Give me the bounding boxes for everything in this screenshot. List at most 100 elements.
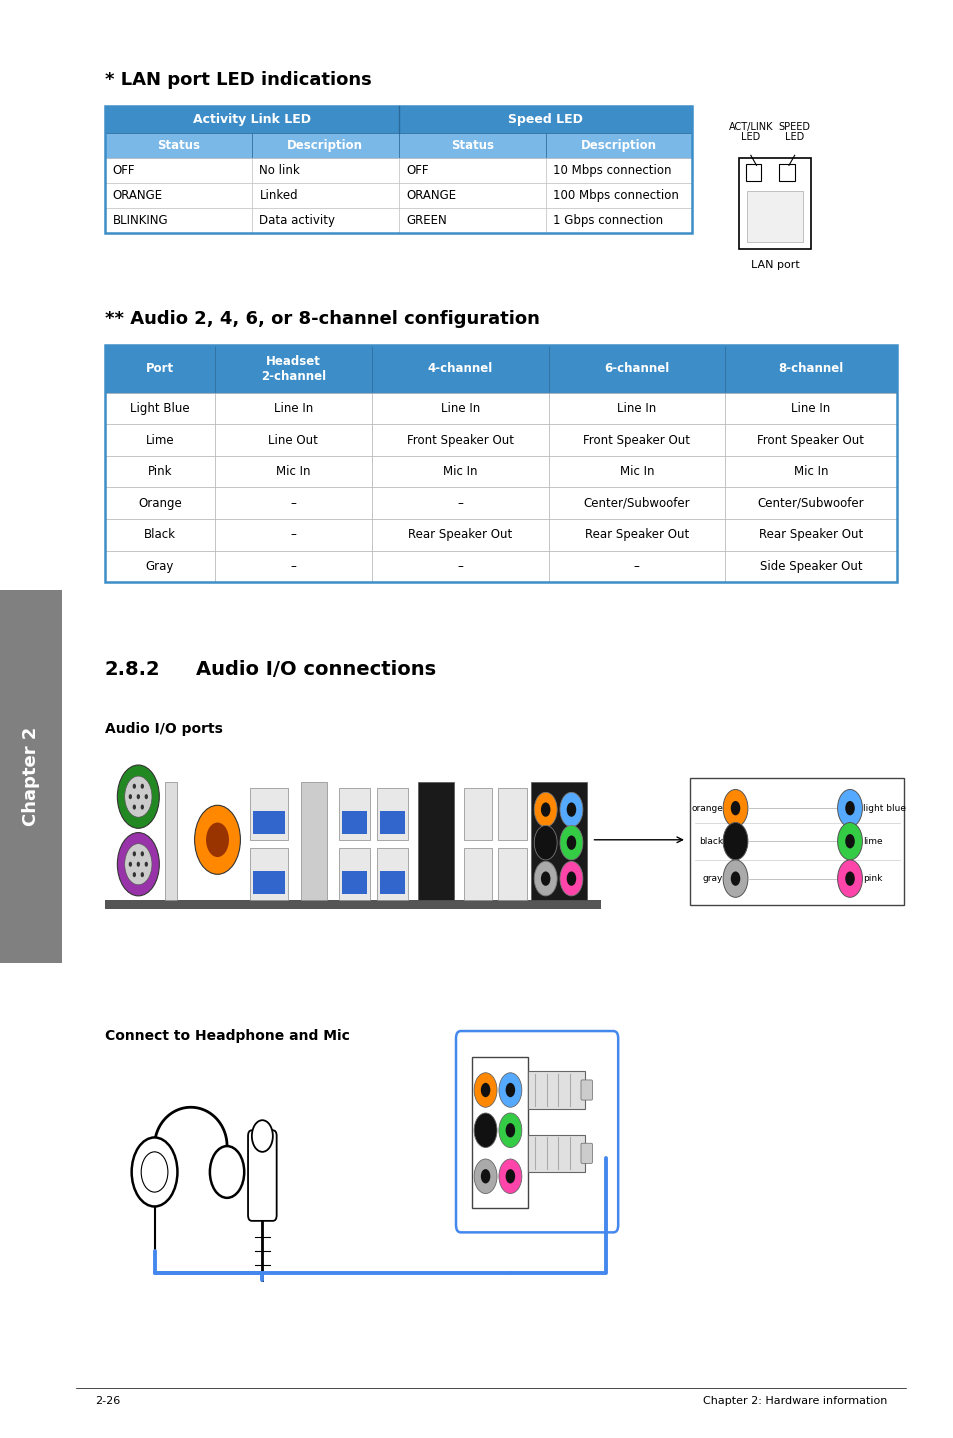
Text: LED: LED (784, 132, 803, 142)
Text: LAN port: LAN port (750, 260, 799, 270)
Text: Mic In: Mic In (442, 464, 477, 479)
Text: No link: No link (259, 164, 300, 177)
FancyBboxPatch shape (105, 393, 214, 424)
Text: Connect to Headphone and Mic: Connect to Headphone and Mic (105, 1028, 350, 1043)
Text: 10 Mbps connection: 10 Mbps connection (553, 164, 671, 177)
Circle shape (498, 1113, 521, 1148)
Text: Rear Speaker Out: Rear Speaker Out (584, 528, 688, 542)
Circle shape (844, 834, 854, 848)
FancyBboxPatch shape (379, 871, 405, 894)
Circle shape (132, 1137, 177, 1206)
FancyBboxPatch shape (105, 424, 214, 456)
FancyBboxPatch shape (398, 158, 545, 183)
Circle shape (730, 871, 740, 886)
FancyBboxPatch shape (253, 811, 285, 834)
FancyBboxPatch shape (214, 345, 372, 393)
FancyBboxPatch shape (252, 158, 398, 183)
FancyBboxPatch shape (105, 183, 252, 209)
Circle shape (474, 1113, 497, 1148)
Text: black: black (699, 837, 722, 846)
Circle shape (722, 789, 747, 827)
Text: Rear Speaker Out: Rear Speaker Out (408, 528, 512, 542)
FancyBboxPatch shape (724, 424, 896, 456)
FancyBboxPatch shape (338, 788, 370, 840)
Circle shape (125, 777, 152, 817)
Circle shape (540, 871, 550, 886)
Circle shape (194, 805, 240, 874)
FancyBboxPatch shape (527, 1071, 584, 1109)
Text: Line Out: Line Out (268, 433, 318, 447)
Circle shape (141, 1152, 168, 1192)
Text: ORANGE: ORANGE (406, 190, 456, 203)
FancyBboxPatch shape (527, 1135, 584, 1172)
Circle shape (844, 801, 854, 815)
Circle shape (540, 835, 550, 850)
FancyBboxPatch shape (214, 519, 372, 551)
FancyBboxPatch shape (376, 788, 408, 840)
Circle shape (559, 861, 582, 896)
Circle shape (140, 871, 144, 877)
FancyBboxPatch shape (724, 345, 896, 393)
Text: gray: gray (702, 874, 722, 883)
Text: Chapter 2: Hardware information: Chapter 2: Hardware information (702, 1396, 886, 1406)
Text: Audio I/O connections: Audio I/O connections (195, 660, 436, 679)
FancyBboxPatch shape (248, 1130, 276, 1221)
FancyBboxPatch shape (105, 519, 214, 551)
FancyBboxPatch shape (545, 209, 691, 233)
FancyBboxPatch shape (724, 393, 896, 424)
Text: Orange: Orange (138, 496, 181, 510)
Text: Chapter 2: Chapter 2 (22, 726, 40, 827)
Circle shape (498, 1159, 521, 1194)
FancyBboxPatch shape (398, 106, 691, 132)
Text: Mic In: Mic In (618, 464, 654, 479)
FancyBboxPatch shape (548, 456, 724, 487)
FancyBboxPatch shape (105, 209, 252, 233)
Text: orange: orange (691, 804, 722, 812)
FancyBboxPatch shape (724, 456, 896, 487)
FancyBboxPatch shape (372, 487, 548, 519)
Circle shape (505, 1123, 515, 1137)
FancyBboxPatch shape (463, 788, 492, 840)
Circle shape (145, 794, 148, 800)
FancyBboxPatch shape (580, 1143, 592, 1163)
FancyBboxPatch shape (398, 209, 545, 233)
Circle shape (559, 825, 582, 860)
FancyBboxPatch shape (250, 848, 288, 900)
Text: Mic In: Mic In (275, 464, 311, 479)
FancyBboxPatch shape (372, 456, 548, 487)
Text: –: – (290, 496, 296, 510)
Circle shape (837, 789, 862, 827)
Circle shape (480, 1123, 490, 1137)
Text: ** Audio 2, 4, 6, or 8-channel configuration: ** Audio 2, 4, 6, or 8-channel configura… (105, 309, 539, 328)
Text: * LAN port LED indications: * LAN port LED indications (105, 70, 372, 89)
Text: Center/Subwoofer: Center/Subwoofer (583, 496, 689, 510)
Text: ORANGE: ORANGE (112, 190, 163, 203)
FancyBboxPatch shape (548, 345, 724, 393)
FancyBboxPatch shape (253, 871, 285, 894)
Text: Description: Description (580, 139, 656, 152)
Circle shape (129, 861, 132, 867)
Circle shape (210, 1146, 244, 1198)
Circle shape (837, 823, 862, 860)
Circle shape (140, 851, 144, 857)
Text: Status: Status (450, 139, 494, 152)
Text: –: – (456, 496, 463, 510)
FancyBboxPatch shape (379, 811, 405, 834)
FancyBboxPatch shape (214, 551, 372, 582)
FancyBboxPatch shape (724, 551, 896, 582)
FancyBboxPatch shape (372, 519, 548, 551)
FancyBboxPatch shape (472, 1057, 527, 1208)
Circle shape (559, 792, 582, 827)
FancyBboxPatch shape (724, 487, 896, 519)
FancyBboxPatch shape (105, 551, 214, 582)
Text: Lime: Lime (145, 433, 174, 447)
FancyBboxPatch shape (580, 1080, 592, 1100)
Circle shape (505, 1083, 515, 1097)
Circle shape (474, 1159, 497, 1194)
FancyBboxPatch shape (105, 456, 214, 487)
Text: –: – (290, 559, 296, 574)
Circle shape (474, 1073, 497, 1107)
Circle shape (566, 835, 576, 850)
FancyBboxPatch shape (372, 345, 548, 393)
Circle shape (534, 861, 557, 896)
